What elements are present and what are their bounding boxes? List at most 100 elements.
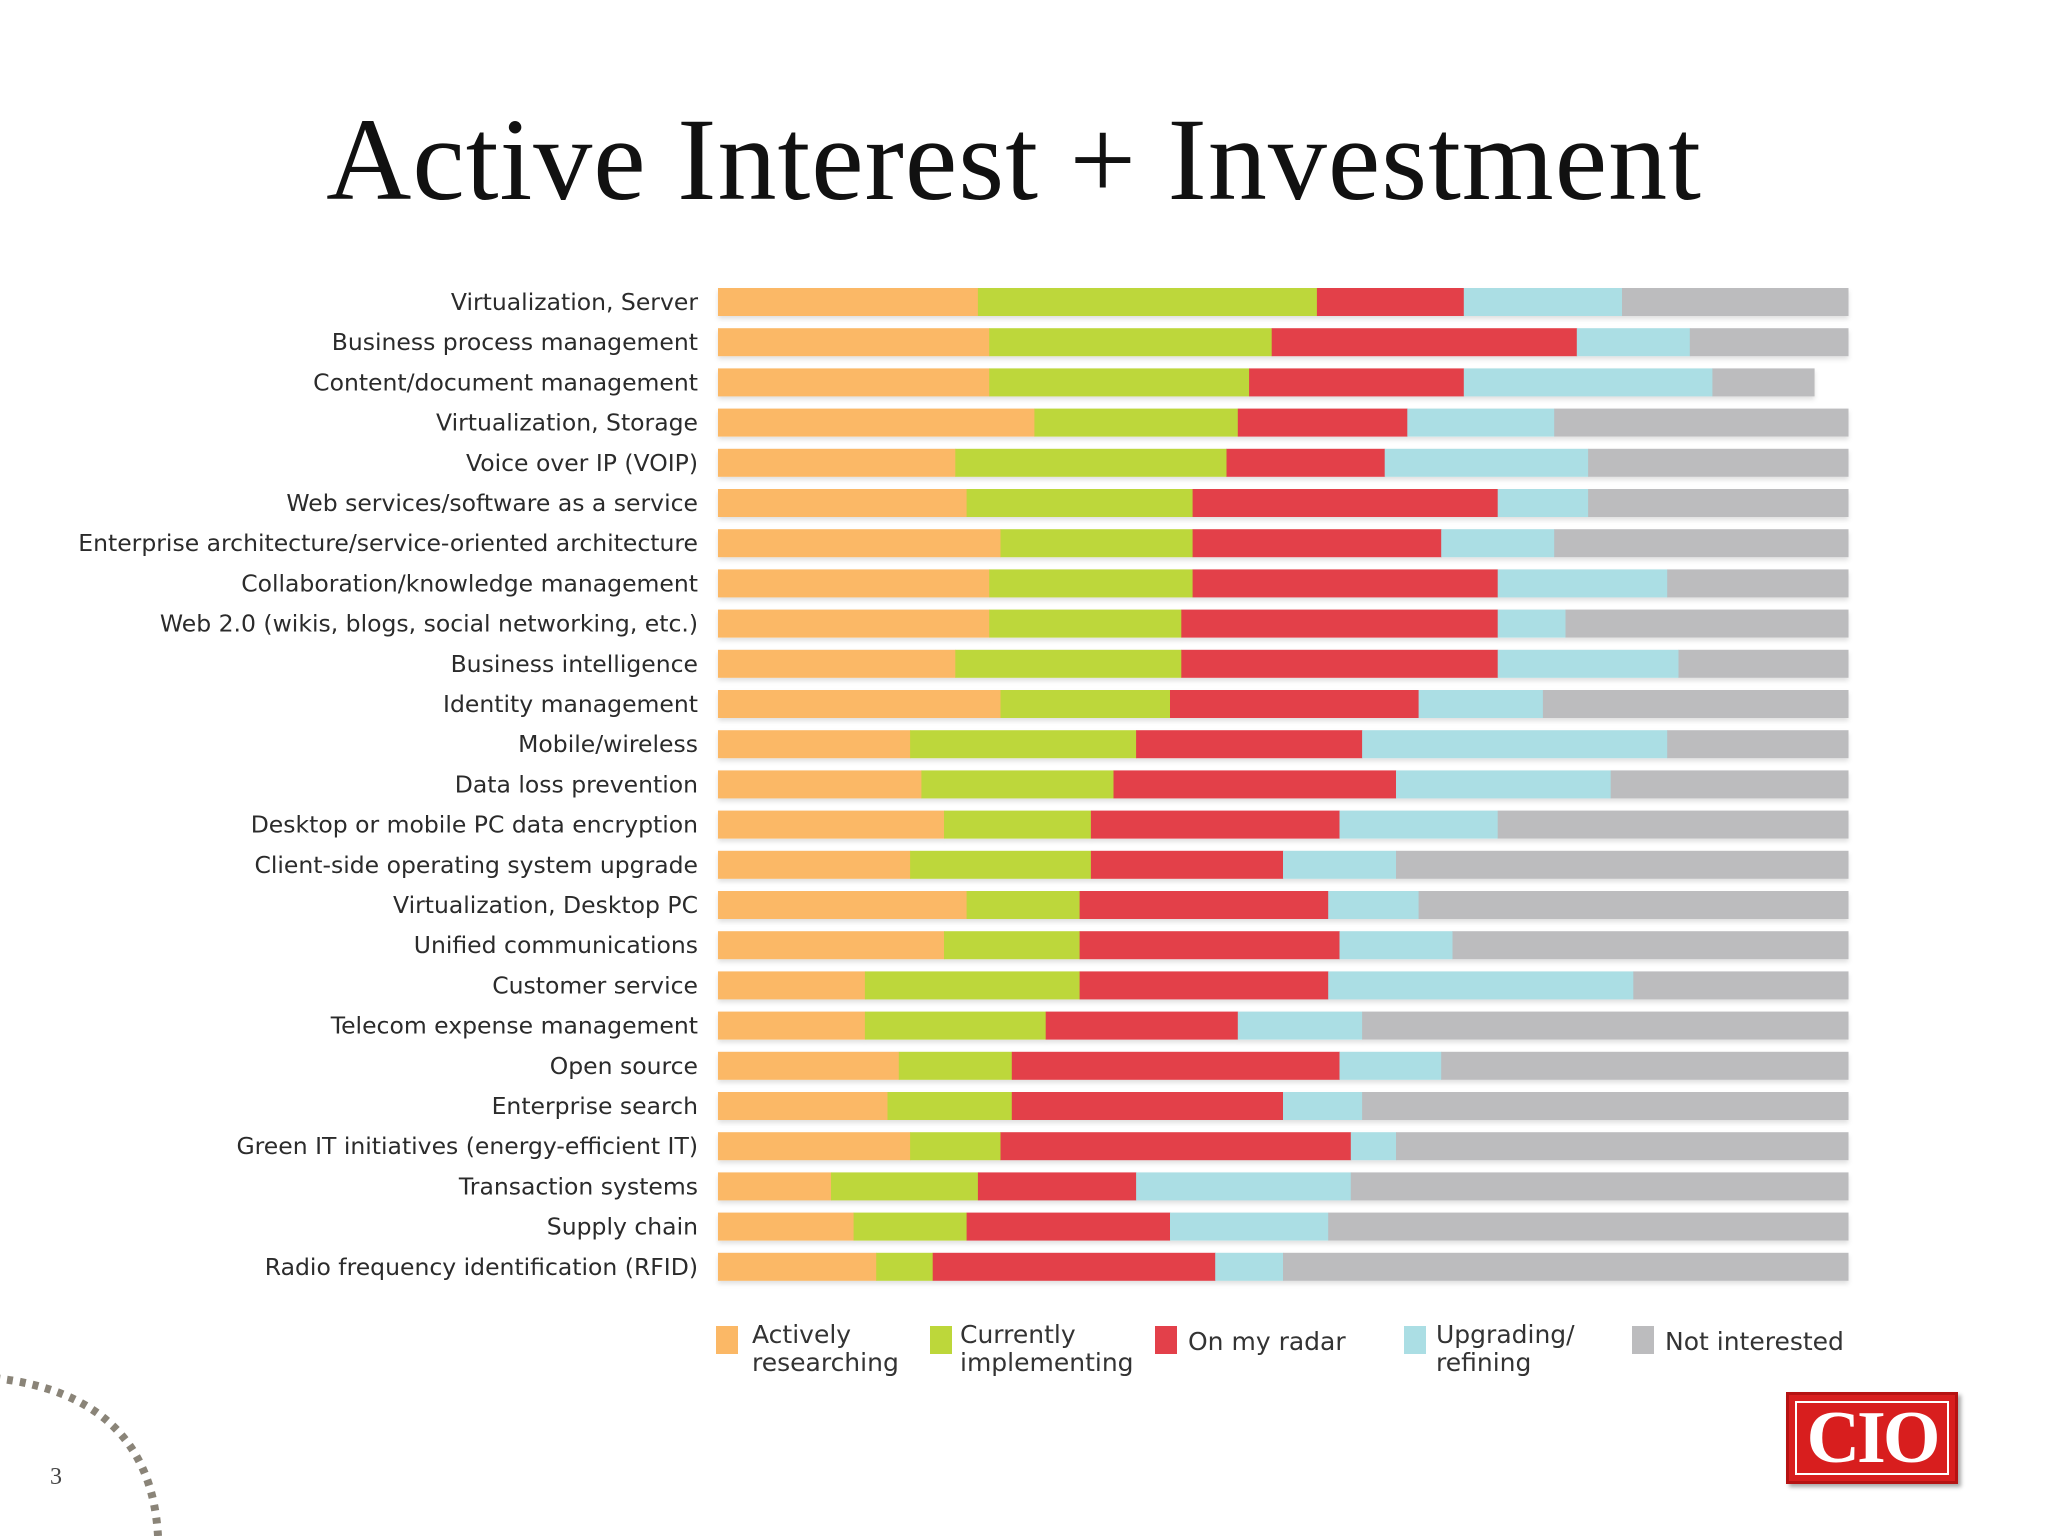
bar-segment-currently-implementing: [977, 288, 1318, 316]
bar-segment-actively-researching: [718, 649, 956, 678]
bar-row-open-source: [718, 1051, 1849, 1080]
bar-segment-not-interested: [1362, 1011, 1849, 1040]
bar-segment-not-interested: [1554, 529, 1849, 558]
bar-row-client-side-operating-system-upgrade: [718, 850, 1849, 879]
bar-segment-on-my-radar: [1079, 931, 1340, 960]
row-label: Radio frequency identification (RFID): [265, 1253, 698, 1281]
row-label: Business process management: [332, 328, 698, 356]
bar-segment-upgrading-refining: [1418, 690, 1544, 718]
bar-segment-on-my-radar: [1090, 810, 1340, 839]
bar-segment-actively-researching: [718, 690, 1001, 718]
bar-row-virtualization-storage: [718, 408, 1849, 437]
bar-row-desktop-or-mobile-pc-data-encryption: [718, 810, 1849, 839]
bar-segment-on-my-radar: [1136, 730, 1363, 759]
bar-segment-actively-researching: [718, 489, 968, 517]
bar-row-enterprise-architecture-service-oriented-architecture: [718, 529, 1849, 558]
bar-segment-actively-researching: [718, 1172, 832, 1201]
decorative-arc: [0, 1374, 162, 1536]
legend-label: implementing: [960, 1348, 1134, 1377]
bar-segment-not-interested: [1328, 1212, 1849, 1241]
bar-row-unified-communications: [718, 931, 1849, 960]
bar-segment-upgrading-refining: [1441, 529, 1555, 558]
bar-row-data-loss-prevention: [718, 770, 1849, 799]
bar-segment-not-interested: [1712, 368, 1815, 397]
bar-segment-actively-researching: [718, 1051, 900, 1080]
bar-segment-actively-researching: [718, 891, 968, 919]
bar-segment-not-interested: [1396, 850, 1849, 879]
bar-row-voice-over-ip-voip: [718, 448, 1849, 477]
bar-segment-upgrading-refining: [1463, 368, 1713, 397]
slide-title: Active Interest + Investment: [326, 94, 1702, 225]
cio-logo-text: CIO: [1795, 1401, 1949, 1475]
row-label: Transaction systems: [458, 1172, 698, 1200]
bar-segment-on-my-radar: [1192, 569, 1499, 598]
bar-segment-actively-researching: [718, 288, 979, 316]
bar-segment-actively-researching: [718, 1011, 866, 1040]
bar-row-identity-management: [718, 690, 1849, 718]
bar-segment-currently-implementing: [910, 1132, 1001, 1161]
bar-segment-on-my-radar: [1181, 609, 1499, 638]
bar-segment-on-my-radar: [1079, 891, 1329, 919]
bar-segment-currently-implementing: [864, 1011, 1047, 1040]
bar-segment-on-my-radar: [977, 1172, 1137, 1201]
row-label: Mobile/wireless: [518, 730, 698, 758]
row-label: Unified communications: [414, 931, 698, 959]
legend-label: Not interested: [1665, 1327, 1844, 1356]
row-label: Enterprise search: [492, 1092, 698, 1120]
bar-row-collaboration-knowledge-management: [718, 569, 1849, 598]
bar-segment-on-my-radar: [1226, 448, 1386, 477]
bar-segment-currently-implementing: [955, 448, 1227, 477]
legend-swatch: [1404, 1326, 1426, 1354]
bar-segment-upgrading-refining: [1339, 810, 1499, 839]
bar-segment-on-my-radar: [1249, 368, 1465, 397]
bar-segment-not-interested: [1588, 489, 1849, 517]
bar-segment-upgrading-refining: [1497, 569, 1668, 598]
bar-segment-upgrading-refining: [1170, 1212, 1329, 1241]
bars-group: [718, 288, 1849, 1281]
legend-item-upgrading-refining: Upgrading/refining: [1404, 1320, 1575, 1377]
bar-segment-currently-implementing: [989, 569, 1194, 598]
bar-segment-currently-implementing: [944, 810, 1092, 839]
bar-segment-actively-researching: [718, 448, 956, 477]
row-label: Identity management: [443, 690, 698, 718]
bar-segment-actively-researching: [718, 730, 911, 759]
bar-segment-not-interested: [1622, 288, 1849, 316]
bar-segment-on-my-radar: [1237, 408, 1408, 437]
bar-segment-currently-implementing: [910, 730, 1137, 759]
bar-segment-on-my-radar: [1316, 288, 1465, 316]
bar-row-supply-chain: [718, 1212, 1849, 1241]
bar-segment-currently-implementing: [966, 489, 1194, 517]
bar-segment-upgrading-refining: [1283, 850, 1397, 879]
bar-segment-currently-implementing: [989, 368, 1250, 397]
legend-label: refining: [1436, 1348, 1531, 1377]
bar-segment-currently-implementing: [955, 649, 1182, 678]
bar-row-web-services-software-as-a-service: [718, 489, 1849, 517]
bar-segment-not-interested: [1441, 1051, 1849, 1080]
bar-segment-actively-researching: [718, 770, 922, 799]
bar-row-content-document-management: [718, 368, 1815, 397]
bar-segment-not-interested: [1678, 649, 1849, 678]
bar-row-mobile-wireless: [718, 730, 1849, 759]
row-label: Customer service: [492, 971, 698, 999]
bar-row-radio-frequency-identification-rfid: [718, 1252, 1849, 1281]
bar-segment-currently-implementing: [966, 891, 1081, 919]
bar-row-web-2-0-wikis-blogs-social-networking-etc: [718, 609, 1849, 638]
bar-segment-actively-researching: [718, 368, 990, 397]
bar-segment-not-interested: [1667, 569, 1849, 598]
bar-segment-on-my-radar: [1090, 850, 1284, 879]
bar-row-virtualization-desktop-pc: [718, 891, 1849, 919]
bar-segment-on-my-radar: [1079, 971, 1329, 1000]
legend-label: researching: [752, 1348, 899, 1377]
row-label: Content/document management: [313, 368, 698, 396]
row-label: Voice over IP (VOIP): [466, 449, 698, 477]
bar-segment-on-my-radar: [1271, 328, 1578, 357]
bar-segment-currently-implementing: [921, 770, 1114, 799]
legend-label: On my radar: [1188, 1327, 1346, 1356]
bar-segment-on-my-radar: [1011, 1092, 1284, 1120]
bar-segment-currently-implementing: [989, 328, 1273, 357]
row-label: Web services/software as a service: [286, 489, 698, 517]
bar-segment-currently-implementing: [1000, 690, 1171, 718]
